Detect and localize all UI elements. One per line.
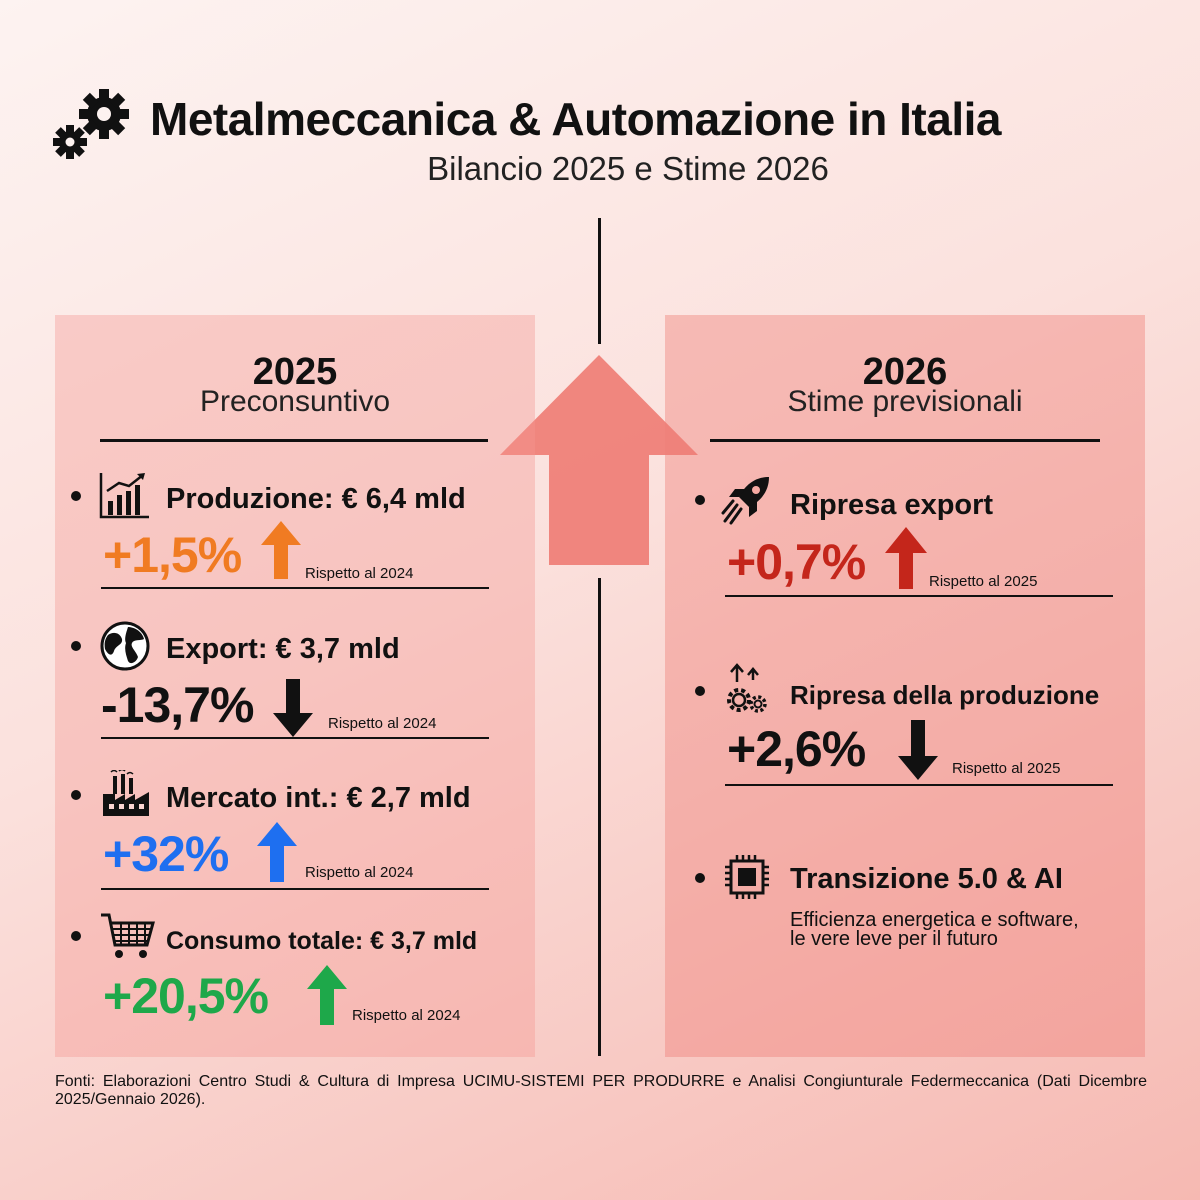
list-item-consumo: Consumo totale: € 3,7 mld +20,5% Rispett… [71,911,521,1031]
comparison-text: Rispetto al 2024 [305,864,414,881]
comparison-text: Rispetto al 2025 [952,760,1061,777]
comparison-text: Rispetto al 2024 [328,715,437,732]
change-value: +1,5% [103,527,242,583]
bullet [71,491,81,501]
item-label: Export: € 3,7 mld [166,633,400,665]
list-item-transizione: Transizione 5.0 & AI Efficienza energeti… [695,853,1135,973]
bullet [71,931,81,941]
item-rule [725,784,1113,786]
item-rule [101,888,489,890]
gears-icon [53,89,129,159]
panel-2025: 2025 Preconsuntivo Produzione: € 6,4 mld… [55,315,535,1057]
bar-chart-icon [99,473,149,519]
page-subtitle: Bilancio 2025 e Stime 2026 [427,150,829,187]
globe-icon [100,621,150,671]
panel-subtitle: Stime previsionali [787,385,1023,418]
change-value: -13,7% [101,677,254,733]
item-label: Produzione: € 6,4 mld [166,483,466,515]
item-label: Consumo totale: € 3,7 mld [166,927,478,955]
chip-icon [725,855,769,899]
item-label: Ripresa export [790,489,994,521]
rocket-icon [721,477,769,525]
page-title: Metalmeccanica & Automazione in Italia [150,93,1001,145]
change-value: +20,5% [103,968,269,1024]
list-item-mercato: Mercato int.: € 2,7 mld +32% Rispetto al… [71,770,521,890]
bullet [71,790,81,800]
comparison-text: Rispetto al 2024 [352,1007,461,1024]
bullet [695,873,705,883]
change-value: +2,6% [727,721,866,777]
panel-rule [100,439,488,442]
item-rule [725,595,1113,597]
arrow-up-icon [261,521,301,579]
item-description: Efficienza energetica e software, le ver… [790,909,1079,950]
change-value: +32% [103,826,229,882]
item-label: Ripresa della produzione [790,680,1100,710]
center-divider-top [598,218,601,344]
panel-year: 2025 [252,351,338,393]
item-rule [101,587,489,589]
arrow-up-icon [885,527,927,589]
arrow-down-icon [273,679,313,737]
cart-icon [101,913,155,958]
center-divider-bottom [598,578,601,1056]
item-rule [101,737,489,739]
change-value: +0,7% [727,534,866,590]
arrow-down-icon [898,720,938,780]
bullet [695,686,705,696]
list-item-ripresa-produzione: Ripresa della produzione +2,6% Rispetto … [695,660,1135,790]
big-up-arrow-icon [500,355,698,565]
item-label: Transizione 5.0 & AI [790,863,1063,895]
list-item-ripresa-export: Ripresa export +0,7% Rispetto al 2025 [695,475,1135,605]
factory-icon [103,770,149,816]
comparison-text: Rispetto al 2025 [929,573,1038,590]
panel-year: 2026 [862,351,948,393]
item-label: Mercato int.: € 2,7 mld [166,782,471,814]
comparison-text: Rispetto al 2024 [305,565,414,582]
bullet [695,495,705,505]
panel-rule [710,439,1100,442]
arrow-up-icon [307,965,347,1025]
arrow-up-icon [257,822,297,882]
panel-2026: 2026 Stime previsionali Ripresa export +… [665,315,1145,1057]
list-item-produzione: Produzione: € 6,4 mld +1,5% Rispetto al … [71,471,521,591]
gears-up-icon [727,663,767,713]
list-item-export: Export: € 3,7 mld -13,7% Rispetto al 202… [71,621,521,741]
panel-subtitle: Preconsuntivo [199,385,391,418]
header: Metalmeccanica & Automazione in Italia B… [0,84,1200,204]
bullet [71,641,81,651]
sources-footnote: Fonti: Elaborazioni Centro Studi & Cultu… [55,1073,1147,1108]
